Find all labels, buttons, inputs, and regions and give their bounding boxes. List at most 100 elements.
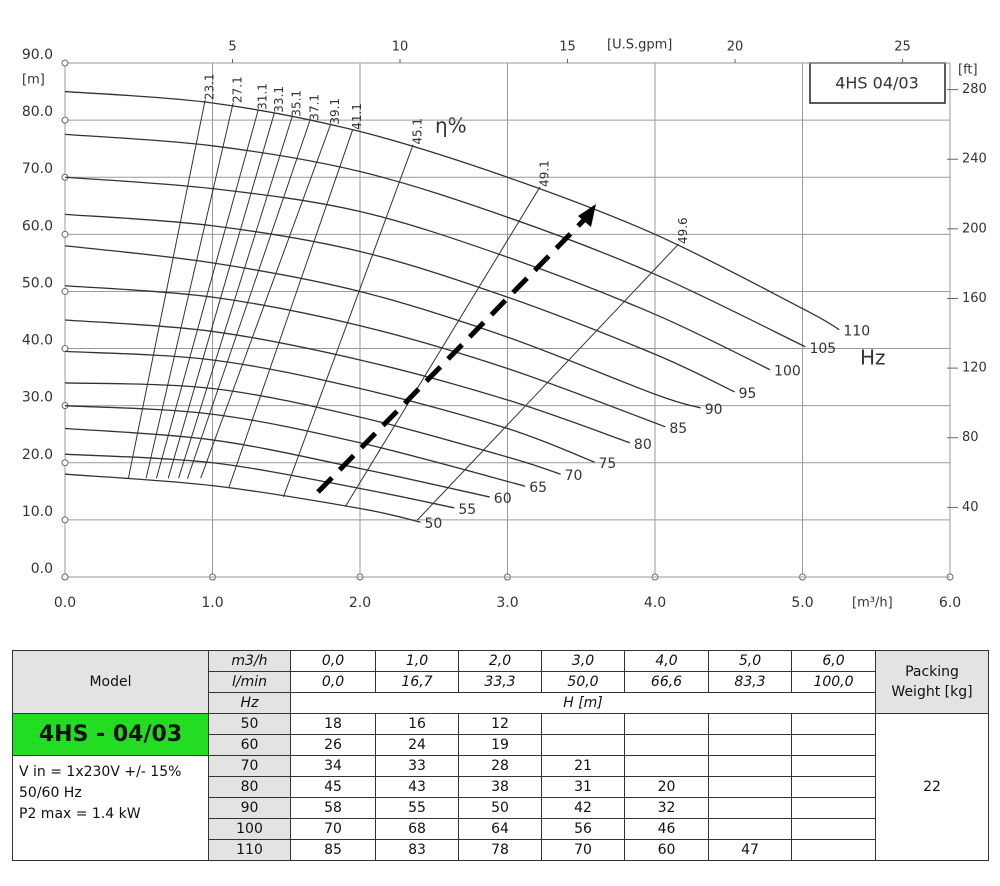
y-tick-mark [61, 516, 69, 524]
table-cell: 50 [458, 797, 542, 819]
efficiency-line [127, 100, 206, 479]
table-cell [791, 839, 876, 861]
efficiency-line [155, 109, 259, 479]
curve-label: 100 [774, 364, 801, 380]
x-tick-label: 2.0 [349, 595, 371, 611]
duty-arrow-head [578, 204, 596, 227]
y-tick-label: 20.0 [22, 447, 53, 463]
efficiency-label: 41.1 [350, 103, 364, 130]
y2-tick-label: 120 [962, 361, 987, 376]
y-tick-label: 50.0 [22, 275, 53, 291]
table-cell: 100,0 [791, 671, 876, 693]
table-cell [708, 818, 792, 840]
table-cell: 83,3 [708, 671, 792, 693]
x2-axis-label: [U.S.gpm] [607, 38, 672, 53]
table-cell [791, 734, 876, 756]
table-cell: 32 [624, 797, 709, 819]
x2-tick-label: 20 [727, 40, 744, 55]
table-cell: 47 [708, 839, 792, 861]
table-cell: 16,7 [375, 671, 459, 693]
y2-tick-label: 280 [962, 82, 987, 97]
table-cell: 46 [624, 818, 709, 840]
table-cell: l/min [208, 671, 291, 693]
head-curve [64, 453, 455, 509]
efficiency-line [228, 129, 354, 489]
table-cell: 24 [375, 734, 459, 756]
table-row: 4HS - 04/03 50 18 16 12 22 [12, 713, 989, 861]
efficiency-line [282, 144, 414, 498]
title-box [809, 62, 946, 104]
y2-tick-label: 40 [962, 500, 979, 515]
table-cell: 85 [290, 839, 376, 861]
chart: 4HS 04/03 [m] [m³/h] [U.S.gpm] [ft] η% H… [22, 38, 987, 612]
y-tick-label: 90.0 [22, 47, 53, 63]
efficiency-line [417, 243, 679, 521]
table-cell: Model [12, 650, 209, 714]
table-cell: 5,0 [708, 650, 792, 672]
y-tick-mark [61, 345, 69, 353]
efficiency-line [145, 102, 234, 479]
table-row: V in = 1x230V +/- 15% 50/60 Hz P2 max = 1.… [12, 755, 989, 861]
efficiency-annotation: η% [435, 114, 467, 138]
table-cell: 12 [458, 713, 542, 735]
efficiency-label: 49.1 [537, 160, 551, 187]
table-cell [791, 797, 876, 819]
table-row: 100 70 68 64 56 46 [13, 818, 989, 840]
table-cell: 3,0 [541, 650, 625, 672]
y-tick-label: 30.0 [22, 390, 53, 406]
table-cell: 4,0 [624, 650, 709, 672]
table-cell: Packing Weight [kg] [875, 650, 989, 714]
table-row: 110 85 83 78 70 60 47 [13, 839, 989, 861]
x2-tick-label: 25 [894, 40, 911, 55]
table-cell: 45 [290, 776, 376, 798]
table-cell: 64 [458, 818, 542, 840]
table-cell: 18 [290, 713, 376, 735]
table-cell [541, 734, 625, 756]
x-tick-label: 5.0 [791, 595, 813, 611]
y-tick-label: 0.0 [31, 561, 53, 577]
head-curve [64, 213, 735, 393]
table-row: 80 45 43 38 31 20 [13, 776, 989, 798]
spec-line: P2 max = 1.4 kW [19, 806, 141, 822]
table-cell: 80 [208, 776, 291, 798]
y2-tick-label: 240 [962, 152, 987, 167]
table-cell [791, 713, 876, 735]
table-cell: 100 [208, 818, 291, 840]
x-tick-label: 1.0 [201, 595, 223, 611]
table-cell [708, 776, 792, 798]
table-cell: 20 [624, 776, 709, 798]
curve-label: 50 [424, 516, 442, 532]
head-curve [64, 245, 701, 409]
y2-tick-label: 160 [962, 291, 987, 306]
table-cell: 19 [458, 734, 542, 756]
y2-tick-label: 200 [962, 221, 987, 236]
efficiency-label: 33.1 [272, 86, 286, 113]
table-cell: 21 [541, 755, 625, 777]
table-cell: m3/h [208, 650, 291, 672]
table-cell: 16 [375, 713, 459, 735]
spec-line: V in = 1x230V +/- 15% [19, 764, 182, 780]
y-axis-label: [m] [22, 73, 45, 88]
table-cell [708, 755, 792, 777]
table-cell: 33,3 [458, 671, 542, 693]
efficiency-line [200, 124, 331, 479]
efficiency-label: 27.1 [231, 76, 245, 103]
efficiency-line [178, 116, 293, 479]
chart-title: 4HS 04/03 [835, 74, 919, 93]
table-cell: H [m] [290, 692, 876, 714]
y-tick-mark [61, 573, 69, 581]
table-cell: 28 [458, 755, 542, 777]
table-cell: 42 [541, 797, 625, 819]
table-cell: 66,6 [624, 671, 709, 693]
curve-label: 70 [565, 468, 583, 484]
table-cell: 60 [624, 839, 709, 861]
head-curve [64, 133, 806, 348]
table-cell: 70 [290, 818, 376, 840]
table-cell: 68 [375, 818, 459, 840]
table-cell: 90 [208, 797, 291, 819]
table-cell [708, 734, 792, 756]
table-cell [624, 755, 709, 777]
y-tick-label: 70.0 [22, 161, 53, 177]
efficiency-label: 49.6 [676, 217, 690, 244]
table-cell: 70 [208, 755, 291, 777]
